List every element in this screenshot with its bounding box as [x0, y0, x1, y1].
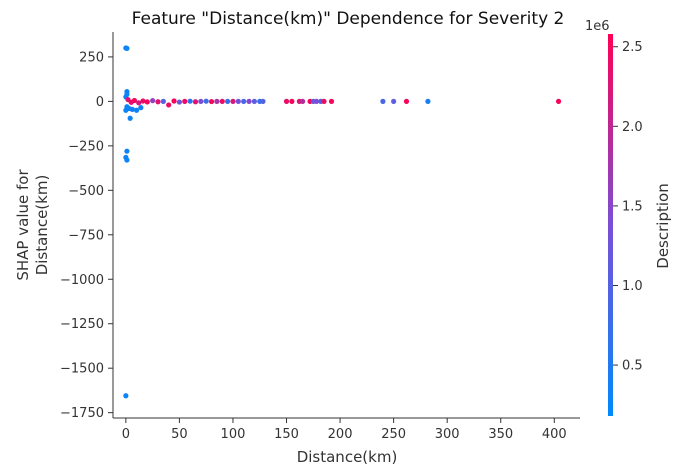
- x-tick-label: 150: [274, 427, 299, 442]
- data-point: [555, 98, 562, 104]
- y-tick-label: −500: [68, 184, 104, 199]
- data-point: [136, 100, 142, 106]
- data-point: [260, 98, 266, 104]
- data-point: [182, 98, 188, 104]
- data-point: [176, 99, 183, 105]
- data-point: [187, 98, 193, 104]
- x-tick-label: 100: [221, 427, 246, 442]
- data-point: [214, 98, 220, 104]
- x-tick-label: 300: [435, 427, 460, 442]
- x-tick-label: 350: [488, 427, 513, 442]
- data-point: [208, 98, 215, 105]
- colorbar: [608, 34, 613, 416]
- y-tick-label: 0: [96, 95, 104, 110]
- data-point: [283, 98, 290, 104]
- colorbar-tick-label: 2.5: [622, 40, 643, 55]
- points-layer: [123, 45, 562, 399]
- data-point: [219, 98, 225, 104]
- y-axis: 250 0 −250 −500 −750 −1000 −1250 −1500 −1750: [60, 32, 114, 421]
- x-axis: 0 50 100 150 200 250 300 350 400: [113, 417, 580, 442]
- data-point: [380, 98, 386, 104]
- data-point: [124, 157, 130, 163]
- x-tick-label: 400: [542, 427, 567, 442]
- data-point: [140, 98, 146, 104]
- data-point: [235, 98, 241, 104]
- y-tick-label: −1000: [60, 273, 104, 288]
- data-point: [403, 98, 410, 104]
- data-point: [129, 106, 135, 112]
- data-point: [171, 98, 177, 104]
- data-point: [138, 104, 144, 111]
- y-tick-label: −1500: [60, 362, 104, 377]
- data-point: [131, 97, 138, 104]
- data-point: [225, 98, 231, 104]
- colorbar-tick-label: 2.0: [622, 120, 643, 135]
- data-point: [391, 98, 397, 104]
- data-point: [127, 115, 133, 121]
- data-point: [203, 98, 209, 104]
- x-tick-label: 0: [122, 427, 130, 442]
- y-axis-label: SHAP value forDistance(km): [14, 169, 51, 281]
- x-axis-label: Distance(km): [297, 448, 398, 466]
- data-point: [192, 99, 199, 105]
- colorbar-tick-label: 1.0: [622, 279, 643, 294]
- data-point: [230, 98, 236, 104]
- colorbar-tick-label: 1.5: [622, 199, 643, 214]
- data-point: [198, 98, 204, 104]
- colorbar-offset-text: 1e6: [585, 19, 610, 34]
- colorbar-ticks: 0.5 1.0 1.5 2.0 2.5: [613, 40, 643, 374]
- colorbar-label: Description: [654, 183, 672, 268]
- data-point: [321, 98, 327, 104]
- y-tick-label: −1750: [60, 406, 104, 421]
- data-point: [299, 98, 306, 104]
- data-point: [166, 102, 172, 108]
- data-point: [160, 98, 166, 104]
- data-point: [251, 98, 257, 104]
- y-tick-label: 250: [79, 50, 104, 65]
- chart-title: Feature "Distance(km)" Dependence for Se…: [132, 9, 565, 29]
- y-tick-label: −1250: [60, 317, 104, 332]
- colorbar-tick-label: 0.5: [622, 359, 643, 374]
- data-point: [313, 98, 320, 104]
- x-tick-label: 50: [171, 427, 188, 442]
- y-tick-label: −750: [68, 228, 104, 243]
- data-point: [289, 98, 295, 104]
- data-point: [241, 98, 247, 104]
- data-point: [155, 99, 161, 105]
- data-point: [150, 98, 156, 104]
- data-point: [144, 99, 150, 105]
- data-point: [123, 393, 129, 399]
- data-point: [246, 98, 252, 104]
- data-point: [124, 45, 130, 51]
- y-tick-label: −250: [68, 139, 104, 154]
- x-tick-label: 250: [381, 427, 406, 442]
- x-tick-label: 200: [328, 427, 353, 442]
- data-point: [425, 98, 431, 104]
- data-point: [133, 107, 140, 113]
- data-point: [328, 98, 335, 104]
- data-point: [124, 148, 130, 154]
